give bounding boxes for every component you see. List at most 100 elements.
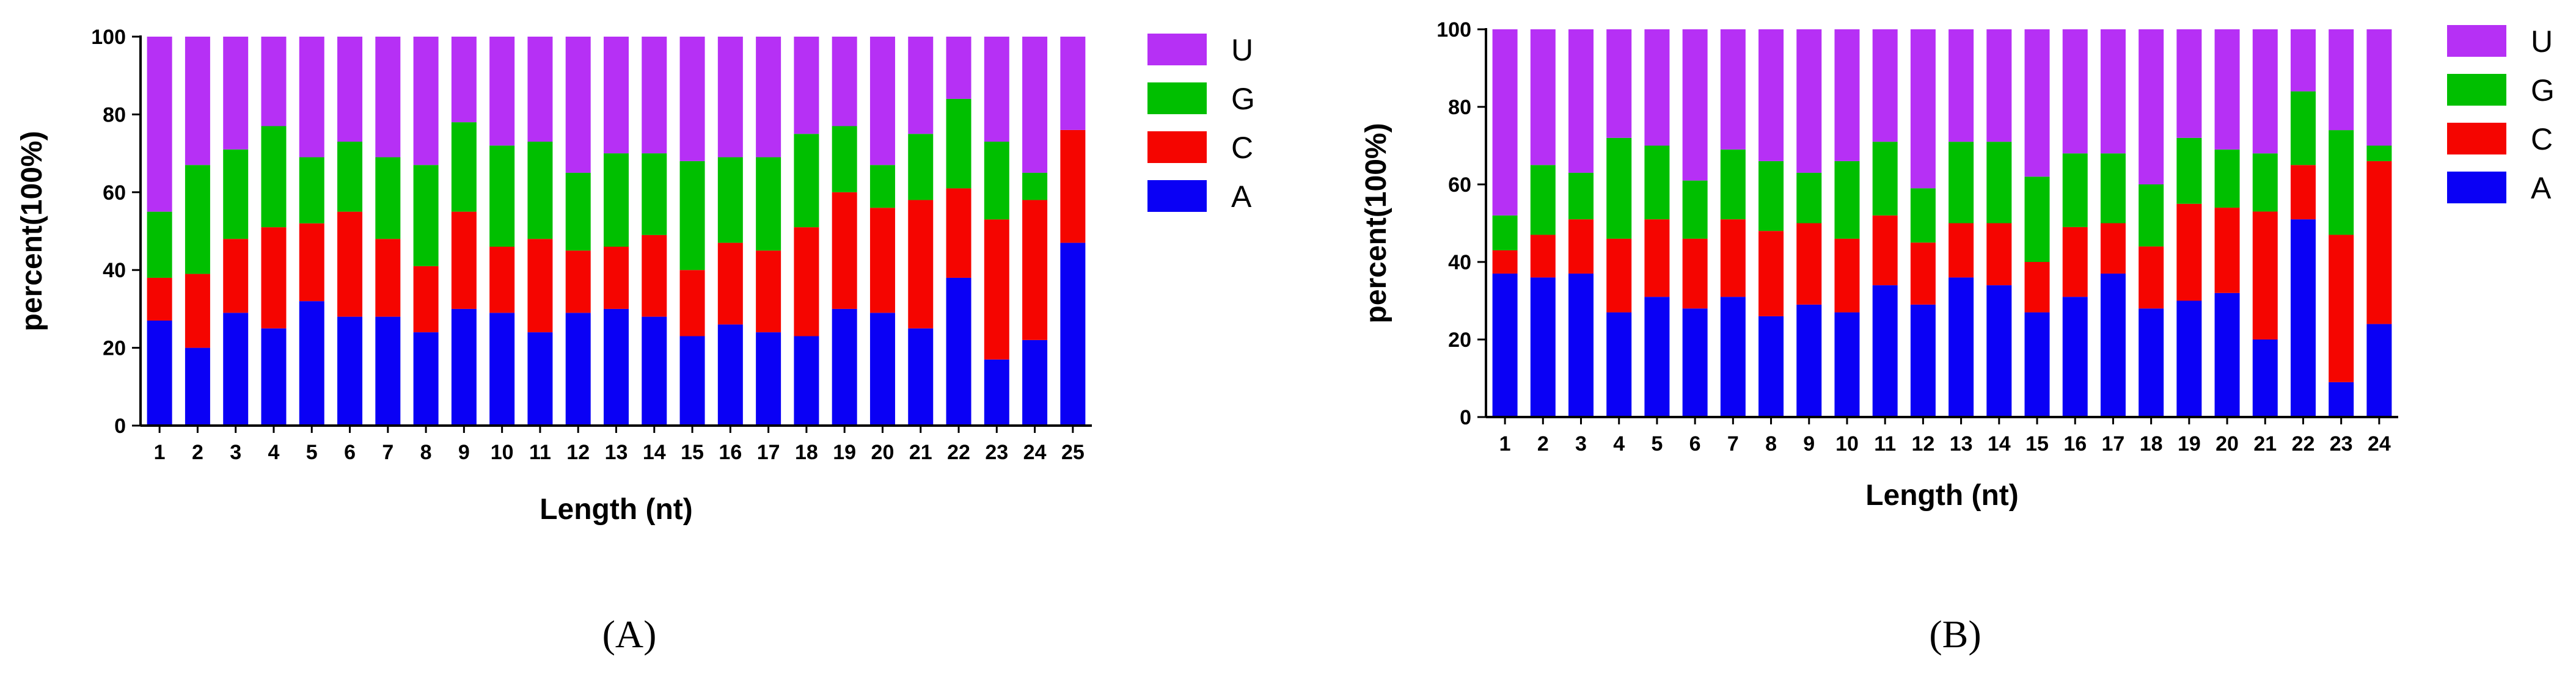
bar-segment-C-6 — [1682, 238, 1708, 309]
bar-segment-U-3 — [1568, 29, 1594, 173]
bar-segment-A-3 — [1568, 274, 1594, 417]
bar-segment-U-8 — [1758, 29, 1784, 161]
x-tick-label: 5 — [306, 441, 318, 464]
bar-segment-U-13 — [604, 37, 629, 154]
y-tick-label: 0 — [114, 415, 126, 438]
bar-segment-G-7 — [1720, 149, 1746, 220]
x-tick-label: 19 — [833, 441, 856, 464]
bar-segment-A-8 — [413, 332, 439, 426]
x-tick-label: 15 — [681, 441, 704, 464]
x-tick-label: 20 — [2216, 432, 2239, 456]
x-tick-label: 20 — [871, 441, 895, 464]
x-tick-label: 3 — [1575, 432, 1587, 456]
bar-segment-C-17 — [2100, 223, 2126, 274]
x-tick-label: 8 — [1765, 432, 1777, 456]
bar-segment-C-7 — [1720, 219, 1746, 297]
x-tick-label: 1 — [1499, 432, 1511, 456]
bar-segment-U-16 — [717, 37, 743, 158]
bar-segment-C-5 — [1644, 219, 1670, 297]
bar-segment-C-3 — [1568, 219, 1594, 274]
x-tick-label: 4 — [268, 441, 280, 464]
bar-segment-U-9 — [451, 37, 477, 123]
bar-segment-C-13 — [604, 246, 629, 309]
legend-swatch-C — [2447, 123, 2506, 154]
legend-swatch-A — [1147, 180, 1207, 212]
bar-segment-U-6 — [1682, 29, 1708, 181]
legend-swatch-G — [1147, 82, 1207, 114]
bar-segment-A-6 — [1682, 308, 1708, 417]
x-tick-label: 14 — [1988, 432, 2011, 456]
bar-segment-U-22 — [946, 37, 971, 99]
bar-segment-A-7 — [1720, 297, 1746, 417]
bar-segment-C-8 — [413, 266, 439, 333]
bar-segment-C-13 — [1948, 223, 1974, 278]
legend-label-G: G — [2531, 73, 2555, 107]
x-tick-label: 10 — [1835, 432, 1859, 456]
bar-segment-G-21 — [908, 134, 934, 200]
bar-segment-C-20 — [869, 208, 895, 313]
bar-segment-A-5 — [299, 301, 324, 426]
bar-segment-G-22 — [2290, 91, 2316, 165]
y-tick-label: 20 — [1448, 329, 1471, 352]
bar-segment-G-24 — [2366, 145, 2392, 161]
bar-segment-U-1 — [147, 37, 172, 212]
bar-segment-A-20 — [869, 313, 895, 426]
bar-segment-A-20 — [2214, 292, 2240, 417]
bar-segment-G-23 — [984, 141, 1009, 220]
x-tick-label: 4 — [1613, 432, 1625, 456]
x-tick-label: 7 — [1727, 432, 1739, 456]
bar-segment-G-4 — [1606, 137, 1632, 239]
bar-segment-C-2 — [1530, 234, 1556, 278]
bar-segment-U-10 — [489, 37, 515, 146]
bar-segment-A-16 — [2062, 297, 2088, 417]
bar-segment-C-23 — [2329, 234, 2354, 382]
bar-segment-U-12 — [565, 37, 591, 173]
chart-panel-b: 1 2 3 4 5 6 7 8 9 10 11 12 13 14 15 16 17 18 19 20 21 22 23 240… — [1360, 18, 2555, 656]
bar-segment-U-18 — [2139, 29, 2164, 184]
y-tick-label: 60 — [1448, 173, 1471, 197]
bar-segment-A-4 — [1606, 312, 1632, 417]
bar-segment-U-22 — [2290, 29, 2316, 92]
bar-segment-A-25 — [1060, 242, 1086, 426]
bar-segment-G-10 — [489, 145, 515, 247]
bar-segment-A-22 — [946, 277, 971, 426]
bar-segment-U-20 — [2214, 29, 2240, 150]
x-tick-label: 18 — [795, 441, 818, 464]
bar-segment-U-4 — [1606, 29, 1632, 138]
x-tick-label: 24 — [2368, 432, 2391, 456]
x-tick-label: 2 — [1537, 432, 1549, 456]
bar-segment-C-21 — [908, 200, 934, 329]
bar-segment-G-14 — [1986, 142, 2012, 223]
bar-segment-A-6 — [337, 316, 363, 426]
bar-segment-C-5 — [299, 223, 324, 302]
bar-segment-U-12 — [1910, 29, 1936, 189]
bar-segment-C-11 — [527, 239, 553, 333]
bar-segment-U-5 — [299, 37, 324, 158]
bar-segment-C-3 — [223, 239, 249, 313]
bar-segment-C-24 — [2366, 161, 2392, 324]
bar-segment-A-7 — [375, 316, 401, 426]
panel-label: (B) — [1929, 612, 1981, 656]
bar-segment-U-21 — [2252, 29, 2278, 154]
y-axis-title: percent(100%) — [16, 131, 48, 331]
bar-segment-U-19 — [2176, 29, 2202, 138]
bar-segment-A-18 — [794, 336, 819, 426]
bar-segment-G-3 — [1568, 172, 1594, 220]
bar-segment-C-9 — [451, 211, 477, 309]
bar-segment-C-20 — [2214, 208, 2240, 293]
bar-segment-A-10 — [489, 313, 515, 426]
bar-segment-C-14 — [1986, 223, 2012, 286]
bar-segment-U-17 — [756, 37, 781, 158]
bar-segment-U-20 — [869, 37, 895, 165]
y-tick-label: 100 — [1436, 18, 1471, 42]
bar-segment-U-19 — [832, 37, 857, 126]
legend-label-A: A — [2531, 171, 2552, 205]
x-tick-label: 22 — [947, 441, 970, 464]
bar-segment-U-11 — [1872, 29, 1898, 142]
legend-swatch-G — [2447, 74, 2506, 106]
bar-segment-C-16 — [717, 242, 743, 325]
x-tick-label: 9 — [458, 441, 470, 464]
bar-segment-G-18 — [2139, 184, 2164, 247]
bar-segment-C-19 — [2176, 203, 2202, 301]
